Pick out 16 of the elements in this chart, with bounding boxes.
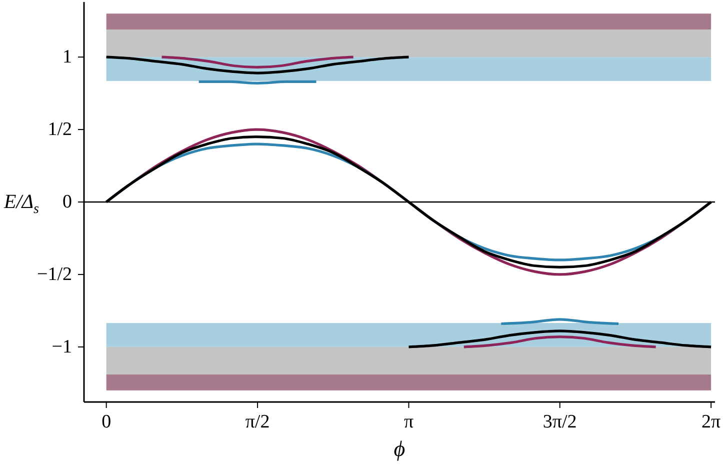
line-series xyxy=(105,56,410,74)
x-tick-label: π xyxy=(404,412,414,432)
y-axis-title: E/Δ$_{s}$ xyxy=(3,191,40,217)
x-tick-label: π/2 xyxy=(245,412,270,432)
line-series xyxy=(462,335,658,348)
x-axis-title: ϕ xyxy=(394,436,406,461)
y-tick-label: 0 xyxy=(62,192,72,212)
y-tick-label: −1/2 xyxy=(37,264,72,285)
x-tick-label: 3π/2 xyxy=(542,412,577,432)
y-tick-label: 1 xyxy=(62,46,72,68)
x-tick-label: 0 xyxy=(102,412,112,432)
x-tick-label: 2π xyxy=(702,412,722,432)
y-tick-label: 1/2 xyxy=(48,119,72,140)
y-tick-label: −1 xyxy=(52,336,72,358)
line-series xyxy=(160,56,355,69)
line-series xyxy=(407,330,712,348)
